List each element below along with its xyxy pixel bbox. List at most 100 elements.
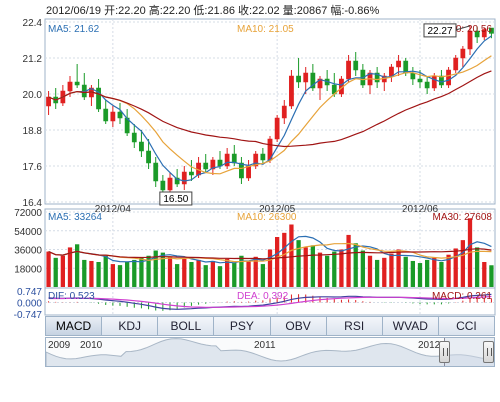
volume-bar [375,259,380,287]
tab-wvad[interactable]: WVAD [383,317,439,335]
volume-bar [460,240,465,287]
volume-bar [46,251,51,287]
candle-body [310,72,316,89]
macd-tick-label: -0.747 [14,310,43,321]
quote-summary: 2012/06/19 开:22.20 高:22.20 低:21.86 收:22.… [46,3,379,17]
navigator-right-handle[interactable] [483,341,494,363]
candle-body [74,81,80,86]
volume-bar [67,247,73,287]
volume-tick-label: 54000 [14,227,42,238]
candle-body [110,111,116,122]
high-marker-pointer [455,25,471,31]
candle-body [296,75,301,83]
volume-ma30-label: MA30: 27608 [433,212,493,223]
tab-psy[interactable]: PSY [214,317,271,335]
volume-bar [482,262,487,287]
candle-body [446,69,451,86]
ma5-label: MA5: 21.62 [48,24,100,35]
candle-body [153,162,159,182]
candle-body [346,60,351,80]
volume-bar [132,259,137,287]
candle-body [481,29,487,38]
volume-tick-label: 36000 [14,246,42,257]
candle-body [281,105,287,119]
candle-body [239,162,244,179]
volume-tick-label: 72000 [14,208,42,219]
macd-dif-line [48,293,492,310]
volume-bar [175,264,180,287]
volume-bar [89,260,94,287]
volume-ma5-label: MA5: 33264 [48,212,102,223]
volume-bar [310,245,315,287]
candle-body [253,153,259,167]
volume-bar [153,250,158,287]
volume-bar [75,244,80,287]
candle-body [453,57,459,71]
low-marker-box [159,191,193,206]
navigator-year-label: 2009 [48,340,71,351]
volume-bar [189,262,194,287]
volume-bar [275,237,280,287]
candle-body [203,162,209,170]
volume-bar [446,254,451,287]
candle-body [224,153,230,167]
candle-body [289,75,294,107]
ma10-label: MA10: 21.05 [237,24,294,35]
tab-boll[interactable]: BOLL [158,317,215,335]
candle-body [274,117,280,140]
volume-bar [96,262,101,287]
macd-tick-label: 0.747 [17,287,42,298]
candle-body [246,165,251,179]
candle-body [160,180,166,191]
volume-bar [475,247,480,287]
time-navigator[interactable]: 2009 2010 2011 2012 [45,337,495,367]
volume-bar [453,248,458,287]
volume-bar [210,260,215,287]
tab-obv[interactable]: OBV [271,317,327,335]
volume-bar [489,265,494,287]
volume-bar [382,257,387,287]
volume-bar [296,240,301,287]
volume-bar [289,224,294,287]
volume-bar [396,249,401,287]
ma30-label: MA30: 20.56 [435,24,492,35]
volume-bar [225,258,230,287]
candle-body [439,75,444,86]
candle-body [210,159,216,170]
candle-body [353,60,359,71]
volume-tick-label: 18000 [14,264,42,275]
candle-body [303,72,309,83]
volume-bar [60,255,65,287]
price-tick-label: 16.4 [23,198,43,209]
volume-bar [267,249,273,287]
price-tick-label: 18.8 [23,126,43,137]
volume-bar [339,249,344,287]
volume-bar [160,252,165,287]
candle-body [96,87,101,110]
tab-macd[interactable]: MACD [46,317,103,335]
volume-bar [182,258,187,287]
tab-kdj[interactable]: KDJ [102,317,159,335]
volume-bar [146,255,151,287]
tab-cci[interactable]: CCI [456,319,477,333]
candle-body [260,153,266,161]
candle-body [189,171,194,176]
volume-bar [432,257,437,287]
candle-body [410,72,416,80]
candle-body [374,72,380,83]
price-tick-label: 22.4 [23,18,43,29]
ma5-line [48,35,492,182]
volume-bar [346,234,351,287]
navigator-year-label: 2012 [418,340,441,351]
macd-dea-label: DEA: 0.392 [237,291,289,302]
volume-ma30-line [48,248,492,260]
high-marker-label: 22.27 [427,26,452,37]
navigator-year-label: 2011 [254,340,276,351]
volume-bar [325,255,330,287]
candle-body [231,153,237,164]
volume-bar [403,256,408,287]
navigator-left-handle[interactable] [439,341,450,363]
candle-body [103,108,109,122]
tab-rsi[interactable]: RSI [327,317,383,335]
